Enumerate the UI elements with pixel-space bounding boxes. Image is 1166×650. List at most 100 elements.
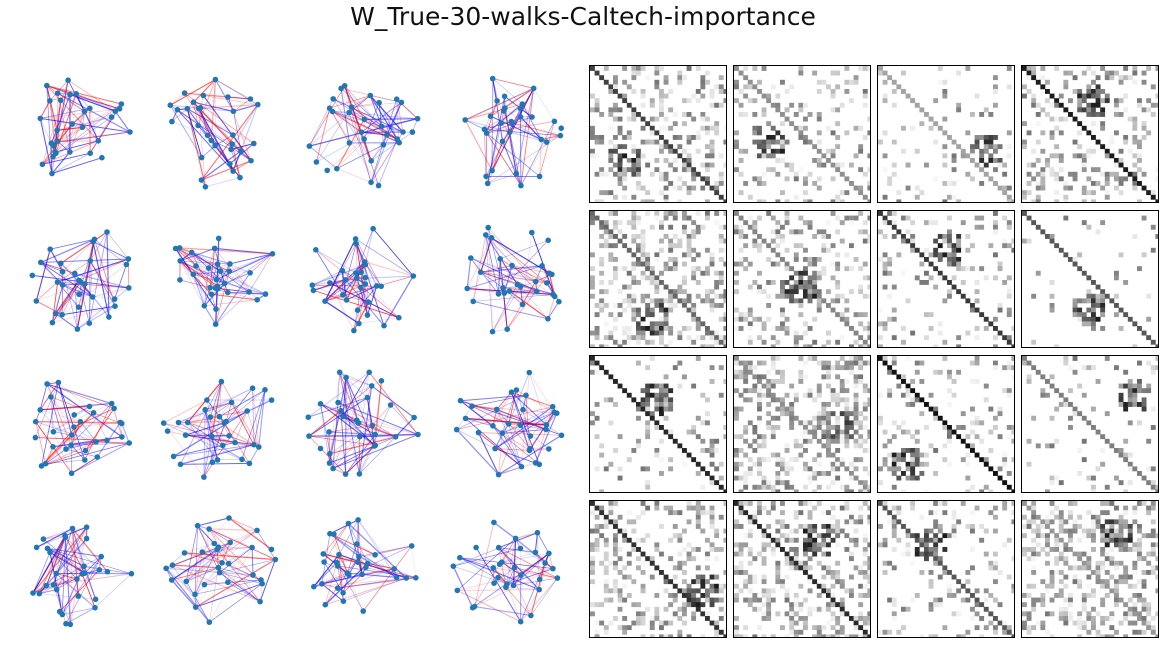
- matrix-cell: [734, 280, 739, 285]
- matrix-cell: [738, 434, 744, 440]
- graph-panel-r2-c3: [309, 225, 417, 334]
- graph-edge: [360, 271, 377, 287]
- graph-edge: [47, 547, 102, 558]
- graph-edge: [329, 533, 397, 578]
- matrix-cell: [1127, 148, 1133, 154]
- matrix-cell: [821, 411, 827, 417]
- matrix-cell: [1155, 344, 1158, 347]
- matrix-cell: [1114, 171, 1119, 177]
- matrix-cell: [812, 415, 818, 421]
- matrix-cell: [891, 335, 897, 341]
- matrix-cell: [780, 135, 785, 140]
- matrix-cell: [599, 257, 605, 262]
- matrix-cell: [983, 162, 989, 168]
- matrix-cell: [1114, 475, 1119, 481]
- graph-edge: [248, 253, 273, 293]
- matrix-cell: [793, 339, 799, 345]
- graph-edge: [345, 377, 376, 446]
- matrix-cell: [738, 158, 744, 163]
- matrix-cell: [878, 321, 883, 327]
- matrix-cell: [867, 275, 870, 281]
- matrix-cell: [812, 429, 818, 435]
- matrix-cell: [695, 510, 701, 516]
- graph-edge: [211, 140, 232, 150]
- matrix-cell: [640, 326, 646, 331]
- matrix-cell: [757, 130, 762, 136]
- graph-node: [207, 284, 213, 291]
- matrix-cell: [1049, 93, 1055, 99]
- graph-node: [536, 173, 543, 180]
- matrix-cell: [663, 171, 669, 177]
- matrix-cell: [1006, 275, 1012, 281]
- matrix-cell: [608, 510, 614, 516]
- matrix-cell: [839, 220, 845, 226]
- graph-edge: [492, 78, 522, 186]
- matrix-cell: [594, 303, 600, 308]
- graph-node: [313, 159, 320, 165]
- graph-node: [87, 105, 93, 112]
- matrix-cell: [1114, 448, 1119, 453]
- matrix-cell: [723, 528, 726, 534]
- matrix-cell: [867, 199, 870, 202]
- matrix-cell: [757, 181, 762, 186]
- matrix-cell: [887, 392, 893, 398]
- matrix-cell: [700, 79, 706, 85]
- graph-node: [393, 574, 400, 581]
- graph-node: [202, 184, 209, 190]
- graph-edge: [498, 462, 536, 475]
- matrix-cell: [590, 153, 595, 159]
- matrix-cell: [668, 556, 674, 562]
- matrix-cell: [723, 489, 726, 492]
- matrix-cell: [979, 420, 985, 426]
- matrix-cell: [636, 406, 641, 412]
- matrix-cell: [997, 330, 1003, 336]
- matrix-cell: [878, 420, 883, 426]
- matrix-cell: [723, 261, 726, 267]
- matrix-cell: [1049, 116, 1055, 122]
- matrix-cell: [617, 514, 623, 520]
- matrix-cell: [718, 588, 724, 594]
- matrix-cell: [1118, 397, 1124, 403]
- graph-edge: [89, 260, 116, 300]
- matrix-cell: [1040, 388, 1046, 394]
- matrix-cell: [1077, 316, 1083, 322]
- matrix-cell: [709, 588, 715, 594]
- graph-edge: [194, 579, 262, 595]
- matrix-cell: [1026, 89, 1032, 94]
- matrix-cell: [649, 330, 655, 336]
- graph-edge: [203, 305, 217, 325]
- matrix-cell: [766, 135, 772, 140]
- graph-edge: [170, 92, 185, 106]
- matrix-cell: [686, 583, 692, 589]
- graph-edge: [491, 141, 504, 171]
- matrix-cell: [789, 484, 795, 490]
- matrix-cell: [743, 388, 749, 394]
- graph-node: [536, 461, 543, 468]
- matrix-cell: [695, 588, 701, 594]
- matrix-cell: [812, 261, 818, 267]
- matrix-cell: [1081, 438, 1087, 444]
- matrix-cell: [780, 369, 785, 375]
- matrix-cell: [743, 438, 749, 444]
- matrix-cell: [803, 139, 808, 145]
- graph-edge: [169, 79, 216, 106]
- matrix-cell: [636, 360, 641, 366]
- graph-edge: [219, 402, 232, 417]
- matrix-cell: [1040, 167, 1046, 173]
- graph-node: [42, 460, 49, 467]
- matrix-cell: [599, 505, 605, 511]
- graph-edge: [180, 463, 250, 465]
- graph-edge: [186, 108, 207, 187]
- matrix-cell: [770, 484, 776, 490]
- graph-edge: [259, 583, 263, 602]
- matrix-cell: [659, 471, 664, 476]
- graph-edge: [484, 121, 512, 130]
- graph-edge: [229, 143, 255, 165]
- matrix-cell: [649, 616, 655, 621]
- graph-edge: [252, 388, 260, 447]
- matrix-cell: [849, 266, 854, 272]
- matrix-cell: [752, 280, 758, 285]
- matrix-cell: [603, 466, 609, 472]
- matrix-cell: [919, 280, 925, 285]
- matrix-cell: [803, 176, 808, 182]
